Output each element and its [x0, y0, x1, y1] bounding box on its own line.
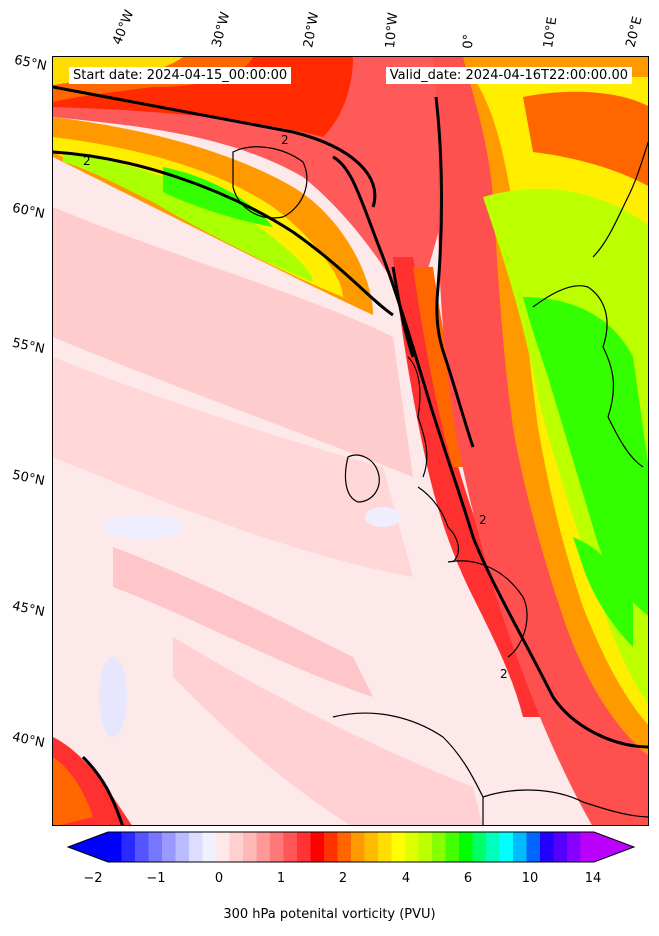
lat-label-55n: 55°N	[10, 335, 46, 358]
colorbar-segment	[378, 832, 392, 862]
colorbar-segment	[540, 832, 554, 862]
lon-label-30w: 30°W	[209, 10, 234, 49]
pv-map: Start date: 2024-04-15_00:00:00 Valid_da…	[52, 56, 649, 826]
colorbar-segment	[351, 832, 365, 862]
colorbar-segment	[148, 832, 163, 862]
colorbar-segment	[432, 832, 446, 862]
colorbar-segment	[567, 832, 581, 862]
cbar-tick-3: 1	[276, 871, 286, 886]
cbar-tick-6: 6	[463, 871, 473, 886]
colorbar-segment	[324, 832, 338, 862]
colorbar-segment	[162, 832, 176, 862]
colorbar-segment	[553, 832, 568, 862]
colorbar-segment	[216, 832, 230, 862]
colorbar-segment	[229, 832, 244, 862]
lon-label-0: 0°	[461, 33, 477, 49]
colorbar-segment	[108, 832, 122, 862]
cbar-tick-4: 2	[338, 871, 348, 886]
colorbar-segment	[364, 832, 379, 862]
colorbar-segment	[121, 832, 136, 862]
lat-label-60n: 60°N	[10, 200, 46, 223]
contour-label-2a: 2	[83, 154, 91, 168]
colorbar-outline	[66, 831, 636, 863]
colorbar-segment	[189, 832, 203, 862]
colorbar-segment	[283, 832, 298, 862]
colorbar-segment	[418, 832, 433, 862]
colorbar-segment	[405, 832, 419, 862]
colorbar-segment	[270, 832, 284, 862]
colorbar-segment	[472, 832, 487, 862]
lat-label-45n: 45°N	[10, 598, 46, 621]
colorbar-segment	[135, 832, 149, 862]
lon-label-20w: 20°W	[301, 11, 323, 50]
contour-label-2c: 2	[479, 513, 487, 527]
colorbar-extend-left	[68, 832, 108, 862]
lat-label-50n: 50°N	[10, 467, 46, 490]
cbar-tick-2: 0	[214, 871, 224, 886]
contour-label-2d: 2	[500, 667, 508, 681]
cbar-tick-7: 10	[521, 871, 539, 886]
contour-label-2b: 2	[281, 133, 289, 147]
valid-date-label: Valid_date: 2024-04-16T22:00:00.00	[385, 67, 632, 84]
colorbar-segment	[513, 832, 527, 862]
cbar-tick-1: −1	[146, 871, 166, 886]
colorbar-extend-right	[594, 832, 634, 862]
colorbar-segment	[243, 832, 257, 862]
colorbar-segment	[459, 832, 473, 862]
colorbar-segment	[391, 832, 406, 862]
colorbar-segment	[445, 832, 460, 862]
colorbar-title: 300 hPa potenital vorticity (PVU)	[223, 907, 436, 922]
colorbar-segment	[486, 832, 500, 862]
colorbar-segment	[499, 832, 514, 862]
lat-label-40n: 40°N	[10, 729, 46, 752]
cbar-tick-0: −2	[83, 871, 103, 886]
colorbar-segment	[337, 832, 352, 862]
colorbar-segment	[526, 832, 541, 862]
colorbar-segment	[580, 832, 595, 862]
lat-label-65n: 65°N	[12, 52, 48, 75]
lon-label-10w: 10°W	[383, 11, 402, 49]
lon-label-10e: 10°E	[541, 15, 561, 49]
cbar-tick-5: 4	[401, 871, 411, 886]
colorbar-segment	[297, 832, 311, 862]
colorbar-segment	[202, 832, 217, 862]
colorbar-segment	[310, 832, 325, 862]
colorbar-segment	[256, 832, 271, 862]
pv-field	[53, 57, 648, 825]
colorbar-segment	[175, 832, 190, 862]
start-date-label: Start date: 2024-04-15_00:00:00	[69, 67, 292, 84]
cbar-tick-8: 14	[584, 871, 602, 886]
lon-label-20e: 20°E	[623, 15, 646, 49]
colorbar	[66, 831, 636, 863]
lon-label-40w: 40°W	[110, 8, 138, 47]
